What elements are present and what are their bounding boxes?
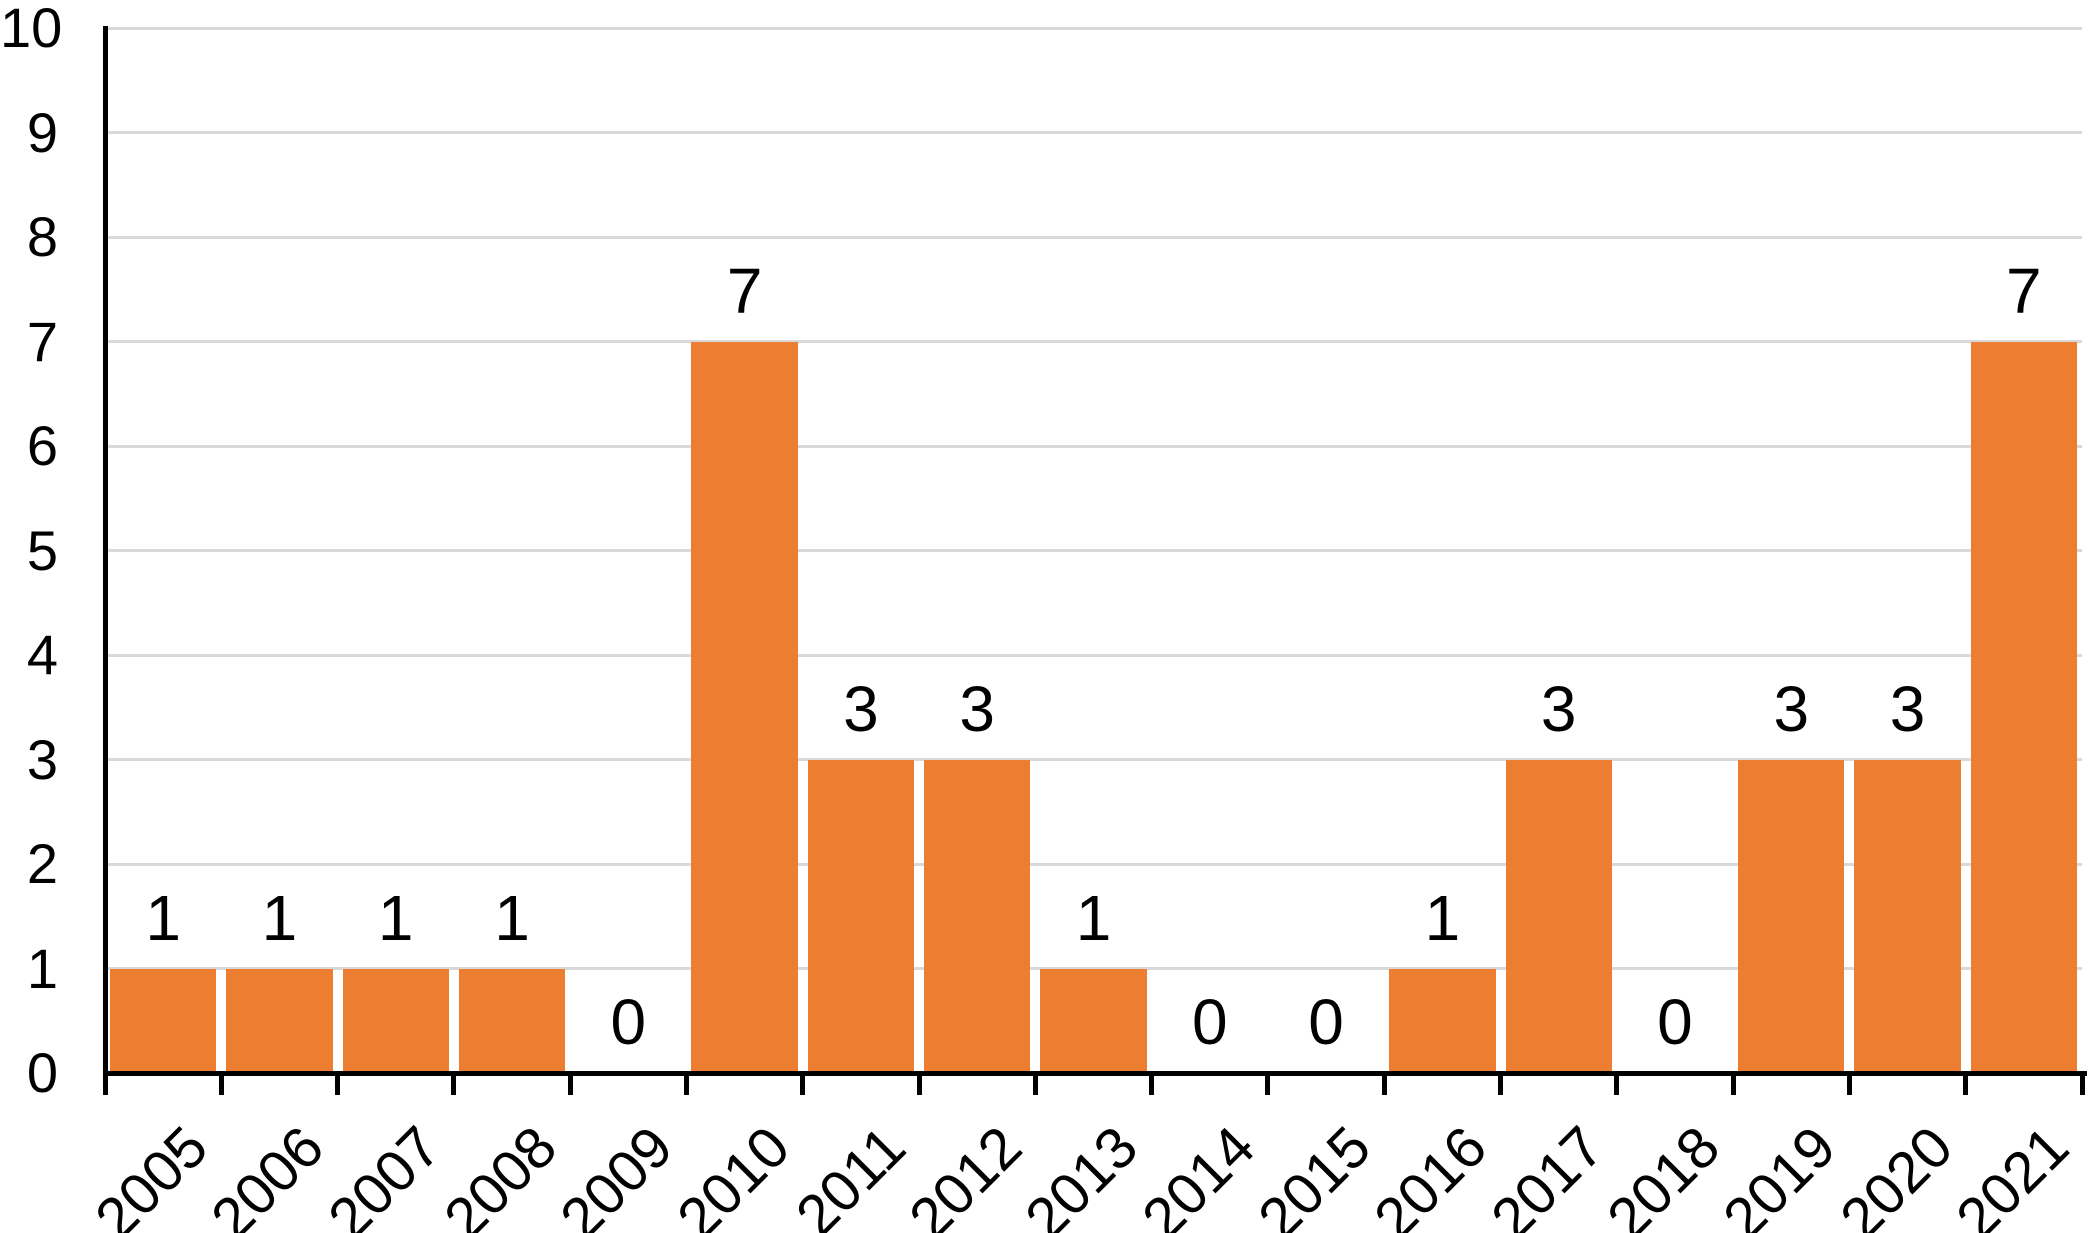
x-axis-year-label: 2014 xyxy=(1129,1114,1267,1233)
y-axis-tick-label: 1 xyxy=(26,936,58,1000)
y-axis-tick-label: 7 xyxy=(26,309,58,373)
bar-value-label: 1 xyxy=(145,881,181,954)
y-axis-tick-label: 10 xyxy=(0,0,63,59)
x-axis-tick xyxy=(1498,1073,1504,1095)
x-axis-tick xyxy=(335,1073,341,1095)
gridline xyxy=(105,653,2082,657)
x-axis-year-label: 2016 xyxy=(1362,1114,1500,1233)
y-axis-tick-label: 8 xyxy=(26,205,58,268)
bar xyxy=(110,968,217,1073)
bar-value-label: 0 xyxy=(1657,986,1693,1058)
gridline xyxy=(105,340,2082,343)
x-axis-tick xyxy=(1846,1073,1852,1095)
bar-value-label: 3 xyxy=(959,672,995,745)
bar xyxy=(807,759,915,1073)
gridline xyxy=(105,758,2082,761)
x-axis-tick xyxy=(567,1073,573,1095)
y-axis-tick-label: 0 xyxy=(26,1041,58,1104)
x-axis-tick xyxy=(451,1073,457,1095)
y-axis-tick-label: 5 xyxy=(26,518,58,582)
x-axis-year-label: 2010 xyxy=(664,1114,802,1233)
x-axis-year-label: 2005 xyxy=(83,1114,221,1233)
bar-value-label: 0 xyxy=(610,986,647,1058)
gridline xyxy=(105,444,2082,448)
x-axis-tick xyxy=(1614,1073,1620,1095)
bar-value-label: 0 xyxy=(1191,986,1228,1058)
y-axis-tick-label: 2 xyxy=(26,832,58,895)
bar xyxy=(1970,341,2077,1073)
gridline xyxy=(105,549,2082,552)
y-axis-tick-label: 9 xyxy=(26,100,58,164)
x-axis-year-label: 2012 xyxy=(897,1114,1035,1233)
bar xyxy=(1505,759,1612,1073)
bar xyxy=(458,968,566,1073)
x-axis-year-label: 2007 xyxy=(315,1114,453,1233)
x-axis-tick xyxy=(218,1073,224,1095)
bar-value-label: 1 xyxy=(1075,881,1112,954)
x-axis-tick xyxy=(683,1073,689,1095)
y-axis-tick-label: 6 xyxy=(26,414,58,477)
bar-value-label: 1 xyxy=(261,881,298,954)
x-axis-tick xyxy=(916,1073,922,1095)
bar-value-label: 3 xyxy=(1773,672,1810,745)
x-axis-tick xyxy=(1730,1073,1736,1095)
bar xyxy=(1389,968,1496,1073)
bar-value-label: 3 xyxy=(843,672,879,745)
bar-value-label: 3 xyxy=(1540,672,1577,745)
x-axis-year-label: 2006 xyxy=(199,1114,337,1233)
gridline xyxy=(105,235,2082,239)
x-axis-year-label: 2013 xyxy=(1013,1114,1151,1233)
bar-value-label: 1 xyxy=(377,881,414,954)
x-axis-line xyxy=(103,1071,2087,1076)
x-axis-year-label: 2008 xyxy=(431,1114,570,1233)
bar xyxy=(226,968,333,1073)
x-axis-year-label: 2019 xyxy=(1711,1114,1849,1233)
y-axis-tick-label: 3 xyxy=(26,727,58,791)
bar xyxy=(342,968,449,1073)
y-axis-tick-label: 4 xyxy=(26,623,58,686)
gridline xyxy=(105,26,2082,30)
bar xyxy=(924,759,1031,1073)
bar xyxy=(691,341,798,1073)
bar-value-label: 3 xyxy=(1889,672,1926,745)
x-axis-year-label: 2015 xyxy=(1246,1114,1384,1233)
bar xyxy=(1854,759,1961,1073)
gridline xyxy=(105,131,2082,134)
bar-value-label: 7 xyxy=(2006,254,2042,327)
x-axis-tick xyxy=(1963,1073,1969,1095)
x-axis-year-label: 2021 xyxy=(1943,1114,2081,1233)
x-axis-tick xyxy=(1381,1073,1387,1095)
x-axis-tick xyxy=(2079,1073,2085,1095)
x-axis-tick xyxy=(800,1073,806,1095)
bar xyxy=(1738,759,1845,1073)
x-axis-tick xyxy=(1149,1073,1155,1095)
bar-value-label: 7 xyxy=(726,254,763,327)
x-axis-tick xyxy=(1032,1073,1038,1095)
x-axis-year-label: 2009 xyxy=(548,1114,686,1233)
gridline xyxy=(105,862,2082,866)
x-axis-year-label: 2011 xyxy=(783,1114,919,1233)
x-axis-year-label: 2017 xyxy=(1478,1114,1616,1233)
bar-value-label: 1 xyxy=(1424,881,1461,954)
x-axis-year-label: 2018 xyxy=(1594,1114,1733,1233)
x-axis-year-label: 2020 xyxy=(1827,1114,1965,1233)
bar-value-label: 0 xyxy=(1308,986,1344,1058)
bar-value-label: 1 xyxy=(494,881,530,954)
y-axis-line xyxy=(103,26,108,1095)
bar xyxy=(1040,968,1147,1073)
x-axis-tick xyxy=(1265,1073,1271,1095)
